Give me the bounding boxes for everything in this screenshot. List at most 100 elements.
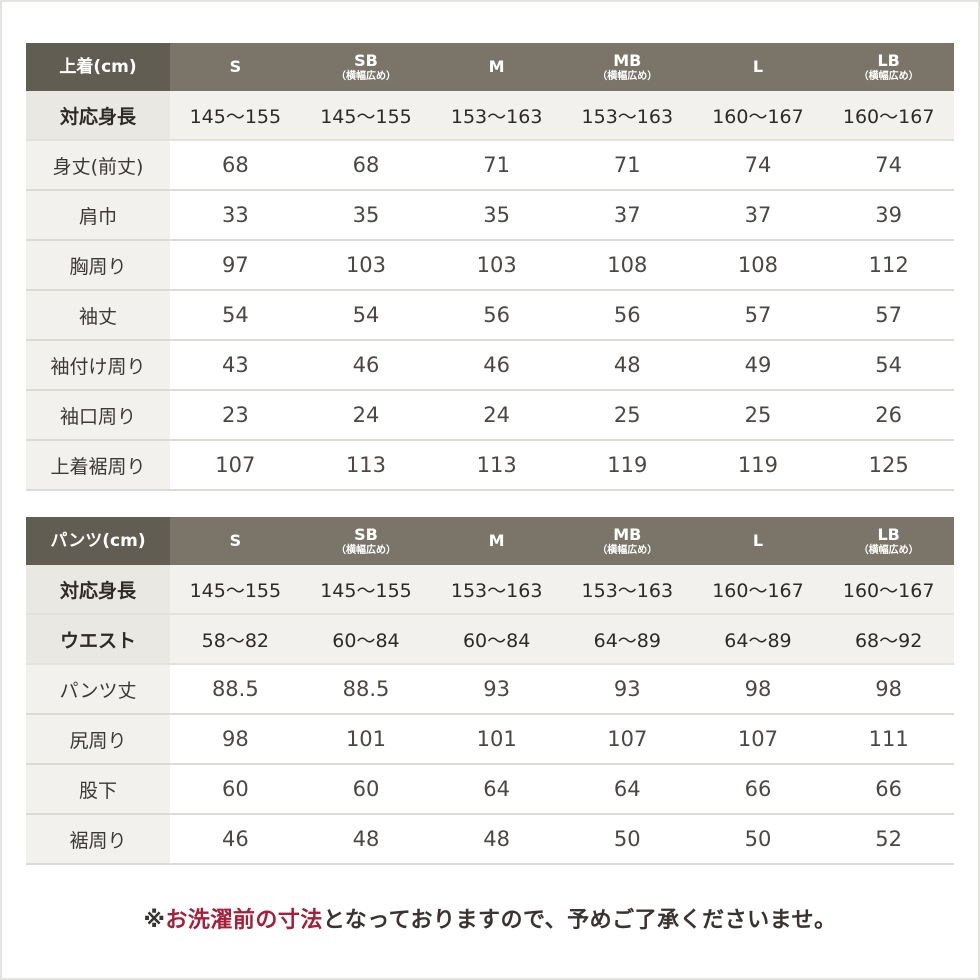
size-value-cell: 57 <box>823 290 954 341</box>
jacket-height-rows: 対応身長 145〜155 145〜155 153〜163 153〜163 160〜167 1… <box>26 91 954 141</box>
size-value-cell: 153〜163 <box>431 565 562 615</box>
size-col-m: M <box>431 517 562 565</box>
size-value-cell: 66 <box>823 764 954 815</box>
size-value-cell: 125 <box>823 440 954 491</box>
table-row: 袖付け周り 43 46 46 48 49 54 <box>26 340 954 391</box>
size-col-l: L <box>692 43 824 91</box>
size-value-cell: 103 <box>300 240 432 291</box>
jacket-table-title: 上着(cm) <box>26 43 170 91</box>
table-row: 尻周り 98 101 101 107 107 111 <box>26 714 954 765</box>
size-value-cell: 48 <box>300 814 432 865</box>
size-value-cell: 119 <box>561 440 693 491</box>
note-text: となっておりますので、予めご了承くださいませ。 <box>322 908 837 933</box>
size-value-cell: 153〜163 <box>561 565 693 615</box>
size-value-cell: 145〜155 <box>170 565 301 615</box>
row-label: 身丈(前丈) <box>26 140 170 191</box>
row-label: ウエスト <box>26 614 170 665</box>
size-value-cell: 26 <box>823 390 954 441</box>
size-value-cell: 24 <box>300 390 432 441</box>
size-value-cell: 64 <box>561 764 693 815</box>
row-label: 袖付け周り <box>26 340 170 391</box>
size-value-cell: 153〜163 <box>431 91 562 141</box>
size-value-cell: 74 <box>823 140 954 191</box>
size-value-cell: 88.5 <box>300 664 432 715</box>
size-value-cell: 145〜155 <box>300 565 432 615</box>
size-value-cell: 33 <box>170 190 301 241</box>
size-value-cell: 93 <box>561 664 693 715</box>
size-value-cell: 98 <box>692 664 824 715</box>
size-value-cell: 108 <box>561 240 693 291</box>
size-value-cell: 74 <box>692 140 824 191</box>
size-value-cell: 60〜84 <box>431 614 562 665</box>
size-value-cell: 88.5 <box>170 664 301 715</box>
size-value-cell: 48 <box>431 814 562 865</box>
pants-header-row: パンツ(cm) S SB （横幅広め） M MB （横幅広め） L LB （横幅広め） <box>26 517 954 565</box>
note-emphasis: お洗濯前の寸法 <box>165 908 323 933</box>
size-value-cell: 119 <box>692 440 824 491</box>
size-value-cell: 60 <box>300 764 432 815</box>
row-label: 肩巾 <box>26 190 170 241</box>
size-value-cell: 64〜89 <box>692 614 824 665</box>
jacket-measure-rows: 身丈(前丈) 68 68 71 71 74 74 肩巾 33 35 35 37 37 39 胸周り 97 103… <box>26 140 954 491</box>
size-value-cell: 113 <box>431 440 562 491</box>
pants-size-table: パンツ(cm) S SB （横幅広め） M MB （横幅広め） L LB （横幅広め）… <box>26 517 954 865</box>
row-label: 胸周り <box>26 240 170 291</box>
size-col-mb: MB （横幅広め） <box>561 43 693 91</box>
table-row: 上着裾周り 107 113 113 119 119 125 <box>26 440 954 491</box>
size-value-cell: 57 <box>692 290 824 341</box>
size-value-cell: 49 <box>692 340 824 391</box>
size-value-cell: 24 <box>431 390 562 441</box>
size-value-cell: 46 <box>300 340 432 391</box>
size-value-cell: 113 <box>300 440 432 491</box>
jacket-size-table: 上着(cm) S SB （横幅広め） M MB （横幅広め） L LB （横幅広め） … <box>26 43 954 491</box>
size-value-cell: 48 <box>561 340 693 391</box>
size-value-cell: 50 <box>561 814 693 865</box>
size-value-cell: 52 <box>823 814 954 865</box>
table-row: パンツ丈 88.5 88.5 93 93 98 98 <box>26 664 954 715</box>
size-value-cell: 107 <box>692 714 824 765</box>
size-col-sb: SB （横幅広め） <box>300 517 432 565</box>
table-row: 胸周り 97 103 103 108 108 112 <box>26 240 954 291</box>
size-col-sb: SB （横幅広め） <box>300 43 432 91</box>
size-col-mb: MB （横幅広め） <box>561 517 693 565</box>
size-value-cell: 160〜167 <box>692 565 824 615</box>
size-value-cell: 43 <box>170 340 301 391</box>
pants-height-waist-rows: 対応身長 145〜155 145〜155 153〜163 153〜163 160〜167 1… <box>26 565 954 665</box>
size-value-cell: 56 <box>431 290 562 341</box>
size-value-cell: 54 <box>300 290 432 341</box>
size-value-cell: 46 <box>431 340 562 391</box>
row-label: 袖口周り <box>26 390 170 441</box>
size-value-cell: 160〜167 <box>823 91 954 141</box>
row-label: 尻周り <box>26 714 170 765</box>
table-row: 対応身長 145〜155 145〜155 153〜163 153〜163 160〜167 1… <box>26 565 954 615</box>
size-value-cell: 35 <box>300 190 432 241</box>
table-row: 袖口周り 23 24 24 25 25 26 <box>26 390 954 441</box>
size-col-lb: LB （横幅広め） <box>823 517 954 565</box>
size-col-s: S <box>170 517 301 565</box>
note-mark: ※ <box>143 908 166 933</box>
size-value-cell: 101 <box>300 714 432 765</box>
size-value-cell: 56 <box>561 290 693 341</box>
size-value-cell: 103 <box>431 240 562 291</box>
size-value-cell: 111 <box>823 714 954 765</box>
size-value-cell: 68〜92 <box>823 614 954 665</box>
size-value-cell: 107 <box>170 440 301 491</box>
row-label: 袖丈 <box>26 290 170 341</box>
row-label: 裾周り <box>26 814 170 865</box>
table-row: 裾周り 46 48 48 50 50 52 <box>26 814 954 865</box>
size-value-cell: 58〜82 <box>170 614 301 665</box>
table-row: 対応身長 145〜155 145〜155 153〜163 153〜163 160〜167 1… <box>26 91 954 141</box>
size-value-cell: 37 <box>561 190 693 241</box>
size-value-cell: 50 <box>692 814 824 865</box>
size-value-cell: 71 <box>561 140 693 191</box>
size-value-cell: 60 <box>170 764 301 815</box>
size-value-cell: 68 <box>170 140 301 191</box>
size-value-cell: 66 <box>692 764 824 815</box>
size-value-cell: 23 <box>170 390 301 441</box>
size-value-cell: 108 <box>692 240 824 291</box>
size-value-cell: 25 <box>561 390 693 441</box>
size-value-cell: 39 <box>823 190 954 241</box>
size-col-lb: LB （横幅広め） <box>823 43 954 91</box>
size-value-cell: 98 <box>823 664 954 715</box>
